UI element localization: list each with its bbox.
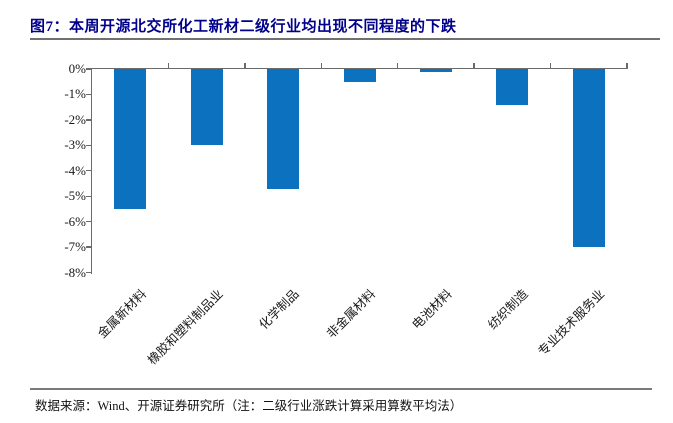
x-axis-tick <box>473 63 475 69</box>
y-axis-tick-label: -8% <box>64 264 86 280</box>
y-axis-tick <box>85 195 91 197</box>
bar <box>419 69 452 72</box>
bar <box>343 69 376 82</box>
x-axis-tick <box>549 63 552 69</box>
y-axis-tick <box>85 170 91 172</box>
bar <box>572 69 605 248</box>
y-axis-tick-label: -1% <box>64 86 86 102</box>
bar <box>190 69 223 146</box>
title-divider <box>30 38 660 40</box>
y-axis-tick <box>85 119 91 121</box>
footer-divider <box>30 388 652 390</box>
x-axis-category-label: 专业技术服务业 <box>535 286 608 359</box>
x-axis-tick <box>626 63 628 69</box>
x-axis-tick <box>244 63 246 69</box>
y-axis-line <box>90 69 92 274</box>
x-axis-category-label: 橡胶和塑料制品业 <box>144 286 226 368</box>
y-axis-tick-label: -2% <box>64 111 86 127</box>
y-axis-tick <box>85 68 91 70</box>
y-axis-tick-label: -3% <box>64 137 86 153</box>
figure-title: 图7：本周开源北交所化工新材二级行业均出现不同程度的下跌 <box>30 19 457 35</box>
y-axis-tick-label: -6% <box>64 213 86 229</box>
bar <box>267 69 300 189</box>
y-axis-tick-label: -5% <box>64 188 86 204</box>
x-axis-line <box>90 67 627 69</box>
y-axis-tick <box>85 144 91 146</box>
bar <box>496 69 529 105</box>
x-axis-category-label: 纺织制造 <box>485 286 532 333</box>
y-axis-tick <box>85 220 91 223</box>
y-axis-tick-label: -4% <box>64 162 86 178</box>
y-axis-tick <box>85 246 91 248</box>
x-axis-tick <box>167 63 170 69</box>
x-axis-category-label: 化学制品 <box>256 286 302 333</box>
bar <box>114 69 147 209</box>
x-axis-tick <box>320 63 322 69</box>
y-axis-tick <box>85 93 91 96</box>
x-axis-category-label: 电池材料 <box>409 286 455 333</box>
x-axis-category-label: 非金属材料 <box>324 286 379 341</box>
data-source-note: 数据来源：Wind、开源证券研究所（注：二级行业涨跌计算采用算数平均法） <box>35 399 463 413</box>
y-axis-tick-label: 0% <box>68 61 86 76</box>
x-axis-category-label: 金属新材料 <box>94 286 149 341</box>
y-axis-tick-label: -7% <box>64 239 86 255</box>
x-axis-tick <box>397 63 399 69</box>
y-axis-tick <box>85 271 91 274</box>
